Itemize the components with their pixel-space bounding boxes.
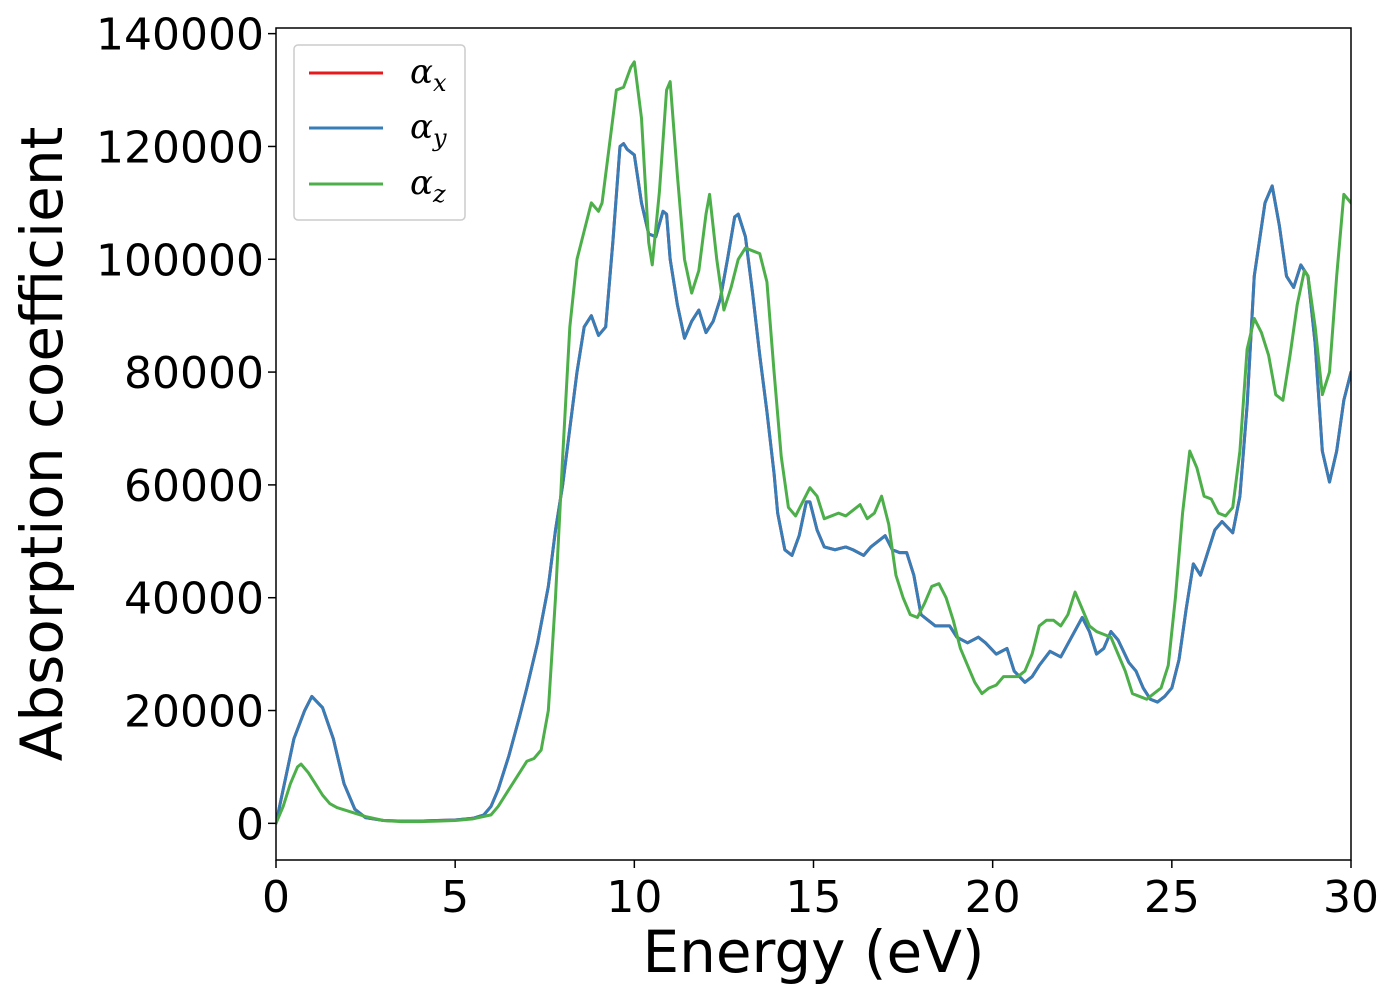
x-tick-label: 5	[441, 872, 469, 923]
y-axis-label: Absorption coefficient	[8, 127, 76, 762]
x-tick-label: 20	[965, 872, 1021, 923]
y-tick-label: 80000	[124, 348, 264, 399]
series-line-z	[276, 60, 1351, 825]
plot-lines	[276, 60, 1351, 825]
legend: αx αy αz	[293, 44, 466, 221]
y-axis-ticks: 0 20000 40000 60000 80000 100000 120000 140000	[96, 10, 276, 850]
y-tick-label: 0	[236, 799, 264, 850]
y-tick-label: 120000	[96, 122, 264, 173]
x-tick-label: 25	[1144, 872, 1200, 923]
x-tick-label: 30	[1323, 872, 1379, 923]
legend-label-z: αz	[410, 163, 446, 208]
x-tick-label: 10	[606, 872, 662, 923]
y-tick-label: 60000	[124, 461, 264, 512]
legend-label-y: αy	[410, 107, 447, 152]
series-line-y	[276, 142, 1351, 825]
series-line-x	[276, 142, 1351, 825]
x-axis-ticks: 0 5 10 15 20 25 30	[262, 860, 1379, 923]
legend-label-x: αx	[410, 52, 447, 97]
y-tick-label: 40000	[124, 574, 264, 625]
y-tick-label: 140000	[96, 10, 264, 61]
y-tick-label: 100000	[96, 235, 264, 286]
y-tick-label: 20000	[124, 687, 264, 738]
legend-box	[293, 44, 466, 221]
x-axis-label: Energy (eV)	[642, 918, 984, 986]
x-tick-label: 0	[262, 872, 290, 923]
x-tick-label: 15	[786, 872, 842, 923]
